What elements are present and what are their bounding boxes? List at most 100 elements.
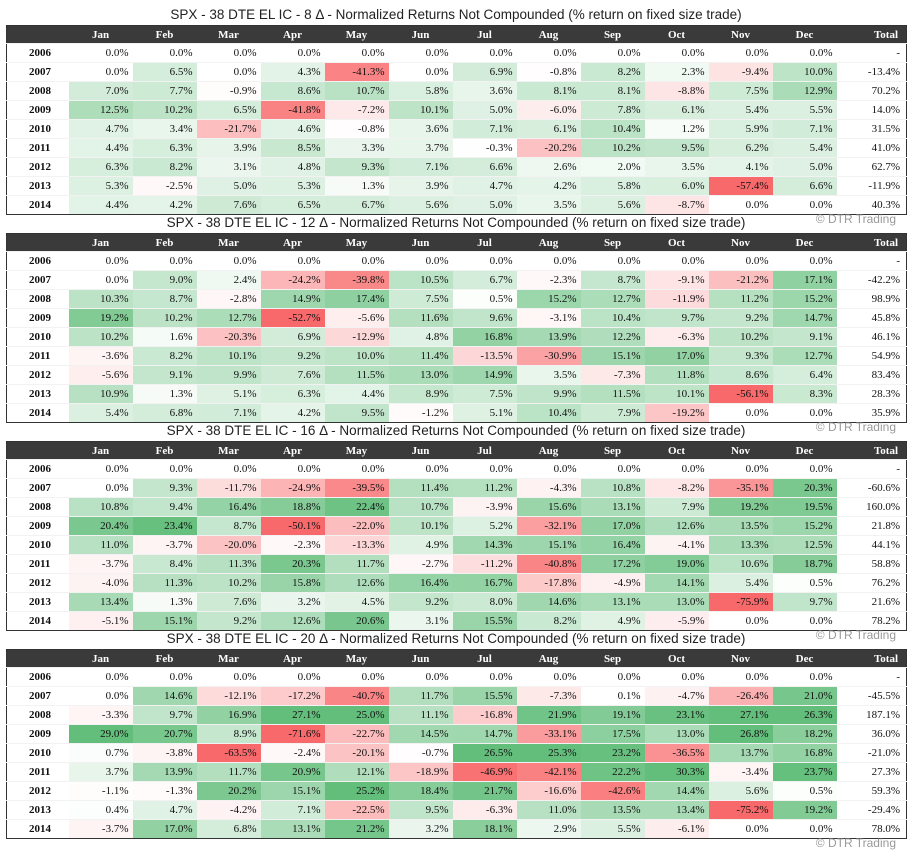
year-cell: 2011: [6, 138, 69, 158]
column-header: Apr: [260, 233, 325, 252]
return-cell: 17.4%: [324, 289, 389, 309]
table-row: 2014 -5.1% 15.1% 9.2% 12.6% 20.6% 3.1% 15.5% 8.2…: [6, 611, 907, 631]
return-cell: -42.1%: [516, 762, 581, 782]
return-cell: 7.1%: [772, 119, 837, 139]
return-cell: 5.8%: [580, 176, 645, 196]
return-cell: 15.2%: [772, 516, 837, 536]
return-cell: 8.6%: [260, 81, 325, 101]
header-row: Jan Feb Mar Apr May Jun Jul Aug Sep Oct Nov Dec Tota…: [6, 233, 907, 252]
return-cell: 0.0%: [452, 43, 517, 63]
return-cell: 16.8%: [452, 327, 517, 347]
return-cell: 8.7%: [196, 516, 261, 536]
return-cell: 5.0%: [452, 195, 517, 215]
return-cell: 12.6%: [324, 573, 389, 593]
total-cell: -21.0%: [836, 743, 907, 763]
year-cell: 2010: [6, 743, 69, 763]
return-cell: 2.0%: [580, 157, 645, 177]
total-cell: 62.7%: [836, 157, 907, 177]
return-cell: 13.7%: [708, 743, 773, 763]
return-cell: 17.0%: [644, 346, 709, 366]
return-cell: -21.2%: [708, 270, 773, 290]
return-cell: 0.0%: [68, 43, 133, 63]
return-cell: 7.7%: [132, 81, 197, 101]
table-row: 2009 29.0% 20.7% 8.9% -71.6% -22.7% 14.5% 14.7%…: [6, 724, 907, 744]
return-cell: 0.0%: [260, 43, 325, 63]
watermark-text: © DTR Trading: [815, 212, 896, 226]
return-cell: 0.0%: [708, 819, 773, 839]
return-cell: -5.6%: [324, 308, 389, 328]
return-cell: 17.0%: [132, 819, 197, 839]
return-cell: 6.3%: [68, 157, 133, 177]
table-title: SPX - 38 DTE EL IC - 20 Δ - Normalized R…: [166, 631, 746, 646]
return-cell: 4.9%: [580, 611, 645, 631]
total-cell: 78.2%: [836, 611, 907, 631]
column-header: Jul: [452, 233, 517, 252]
return-cell: -0.8%: [516, 62, 581, 82]
return-cell: 0.0%: [68, 459, 133, 479]
table-row: 2013 0.4% 4.7% -4.2% 7.1% -22.5% 9.5% -6.3% 11.0…: [6, 800, 907, 820]
year-cell: 2009: [6, 724, 69, 744]
return-cell: 7.1%: [388, 157, 453, 177]
return-cell: 8.2%: [516, 611, 581, 631]
total-cell: -45.5%: [836, 686, 907, 706]
return-cell: 17.2%: [580, 554, 645, 574]
return-cell: 10.1%: [388, 516, 453, 536]
return-cell: -1.1%: [68, 781, 133, 801]
return-cell: 11.4%: [388, 478, 453, 498]
year-cell: 2008: [6, 289, 69, 309]
return-cell: -40.7%: [324, 686, 389, 706]
return-cell: 5.5%: [772, 100, 837, 120]
return-cell: 17.5%: [580, 724, 645, 744]
column-header: Jan: [68, 233, 133, 252]
return-cell: 0.5%: [772, 781, 837, 801]
year-cell: 2007: [6, 62, 69, 82]
total-cell: 58.8%: [836, 554, 907, 574]
return-cell: 4.4%: [68, 138, 133, 158]
column-header: Jun: [388, 25, 453, 44]
column-header: Aug: [516, 25, 581, 44]
return-cell: 21.2%: [324, 819, 389, 839]
year-cell: 2007: [6, 478, 69, 498]
return-cell: -42.6%: [580, 781, 645, 801]
return-cell: 10.3%: [68, 289, 133, 309]
table-row: 2011 4.4% 6.3% 3.9% 8.5% 3.3% 3.7% -0.3% -20.2% 1…: [6, 138, 907, 158]
return-cell: 9.9%: [516, 384, 581, 404]
return-cell: 10.5%: [388, 270, 453, 290]
column-header: Mar: [196, 649, 261, 668]
return-cell: 20.6%: [324, 611, 389, 631]
return-cell: -39.8%: [324, 270, 389, 290]
return-cell: 7.1%: [196, 403, 261, 423]
return-cell: 5.2%: [452, 516, 517, 536]
return-cell: 19.0%: [644, 554, 709, 574]
return-cell: 5.5%: [580, 819, 645, 839]
return-cell: 11.7%: [324, 554, 389, 574]
return-cell: -2.4%: [260, 743, 325, 763]
return-cell: 0.0%: [68, 478, 133, 498]
return-cell: 16.4%: [388, 573, 453, 593]
return-cell: 0.0%: [516, 43, 581, 63]
return-cell: 20.4%: [68, 516, 133, 536]
return-cell: -11.7%: [196, 478, 261, 498]
return-cell: 0.0%: [68, 667, 133, 687]
return-cell: -20.0%: [196, 535, 261, 555]
return-cell: 3.5%: [516, 365, 581, 385]
return-cell: 12.5%: [68, 100, 133, 120]
return-cell: 20.3%: [772, 478, 837, 498]
return-cell: -7.2%: [324, 100, 389, 120]
table-row: 2012 -5.6% 9.1% 9.9% 7.6% 11.5% 13.0% 14.9% 3.5%…: [6, 365, 907, 385]
return-cell: -2.3%: [260, 535, 325, 555]
return-cell: 9.5%: [644, 138, 709, 158]
year-cell: 2007: [6, 270, 69, 290]
return-cell: -8.2%: [644, 478, 709, 498]
year-cell: 2006: [6, 43, 69, 63]
column-header: Nov: [708, 25, 773, 44]
return-cell: -57.4%: [708, 176, 773, 196]
return-cell: 6.3%: [132, 138, 197, 158]
return-cell: 4.7%: [68, 119, 133, 139]
return-cell: 0.0%: [772, 251, 837, 271]
return-cell: 1.3%: [324, 176, 389, 196]
return-cell: 9.7%: [644, 308, 709, 328]
return-cell: 12.2%: [580, 327, 645, 347]
column-header: Total: [836, 441, 907, 460]
return-cell: 7.6%: [196, 195, 261, 215]
